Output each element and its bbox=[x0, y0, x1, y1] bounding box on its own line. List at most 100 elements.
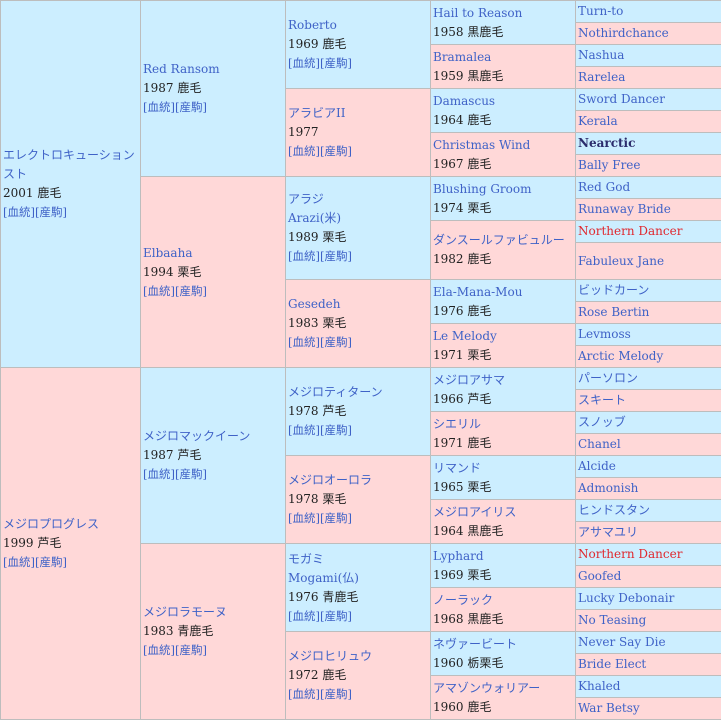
year-color: 1969 栗毛 bbox=[433, 566, 573, 585]
horse-link-gen5[interactable]: Northern Dancer bbox=[578, 222, 719, 241]
pedigree-links: [血統][産駒] bbox=[143, 282, 283, 301]
pedigree-link[interactable]: [血統] bbox=[288, 335, 320, 349]
progeny-link[interactable]: [産駒] bbox=[320, 144, 352, 158]
progeny-link[interactable]: [産駒] bbox=[35, 555, 67, 569]
horse-link-gen3[interactable]: メジロオーロラ bbox=[288, 471, 428, 490]
horse-link-gen5[interactable]: Turn-to bbox=[578, 2, 719, 21]
horse-link-gen3[interactable]: アラジ bbox=[288, 190, 428, 209]
horse-link-gen5[interactable]: Fabuleux Jane bbox=[578, 252, 719, 271]
pedigree-link[interactable]: [血統] bbox=[288, 609, 320, 623]
progeny-link[interactable]: [産駒] bbox=[320, 511, 352, 525]
horse-link-gen4[interactable]: ダンスールファビュルー bbox=[433, 231, 573, 250]
horse-link-gen5[interactable]: Arctic Melody bbox=[578, 347, 719, 366]
progeny-link[interactable]: [産駒] bbox=[175, 100, 207, 114]
horse-link-gen3[interactable]: Gesedeh bbox=[288, 295, 428, 314]
pedigree-link[interactable]: [血統] bbox=[288, 511, 320, 525]
horse-link-gen5[interactable]: Rose Bertin bbox=[578, 303, 719, 322]
horse-link-gen4[interactable]: Le Melody bbox=[433, 327, 573, 346]
horse-link-gen5[interactable]: Sword Dancer bbox=[578, 90, 719, 109]
horse-link-sss[interactable]: Roberto bbox=[288, 16, 428, 35]
gen4-cell: Ela-Mana-Mou 1976 鹿毛 bbox=[431, 280, 576, 324]
horse-link-ssss[interactable]: Hail to Reason bbox=[433, 4, 573, 23]
horse-link-gen4[interactable]: Ela-Mana-Mou bbox=[433, 283, 573, 302]
horse-link-gen4[interactable]: リマンド bbox=[433, 459, 573, 478]
pedigree-link[interactable]: [血統] bbox=[143, 100, 175, 114]
progeny-link[interactable]: [産駒] bbox=[35, 205, 67, 219]
horse-link-gen3[interactable]: アラビアII bbox=[288, 104, 428, 123]
horse-link-gen5[interactable]: Goofed bbox=[578, 567, 719, 586]
horse-link-sire[interactable]: エレクトロキューションスト bbox=[3, 146, 138, 184]
horse-link-gen5[interactable]: Nothirdchance bbox=[578, 24, 719, 43]
horse-link-gen5[interactable]: Nearctic bbox=[578, 134, 719, 153]
progeny-link[interactable]: [産駒] bbox=[320, 687, 352, 701]
pedigree-link[interactable]: [血統] bbox=[288, 249, 320, 263]
horse-link-ds[interactable]: メジロマックイーン bbox=[143, 427, 283, 446]
horse-link-gen5[interactable]: Admonish bbox=[578, 479, 719, 498]
progeny-link[interactable]: [産駒] bbox=[320, 335, 352, 349]
horse-alt-name-link[interactable]: Mogami(仏) bbox=[288, 569, 428, 588]
horse-link-ss[interactable]: Red Ransom bbox=[143, 60, 283, 79]
pedigree-link[interactable]: [血統] bbox=[143, 643, 175, 657]
horse-link-gen3[interactable]: メジロティターン bbox=[288, 383, 428, 402]
progeny-link[interactable]: [産駒] bbox=[175, 643, 207, 657]
progeny-link[interactable]: [産駒] bbox=[175, 284, 207, 298]
gen5-cell: Nothirdchance bbox=[576, 23, 721, 45]
horse-link-gen5[interactable]: Alcide bbox=[578, 457, 719, 476]
horse-link-gen5[interactable]: パーソロン bbox=[578, 369, 719, 388]
horse-link-gen5[interactable]: ヒンドスタン bbox=[578, 501, 719, 520]
pedigree-link[interactable]: [血統] bbox=[288, 56, 320, 70]
ss-cell: Red Ransom 1987 鹿毛 [血統][産駒] bbox=[141, 1, 286, 177]
horse-link-gen5[interactable]: Bally Free bbox=[578, 156, 719, 175]
pedigree-link[interactable]: [血統] bbox=[143, 284, 175, 298]
horse-link-dam[interactable]: メジロプログレス bbox=[3, 515, 138, 534]
horse-link-gen5[interactable]: ビッドカーン bbox=[578, 281, 719, 300]
horse-link-sd[interactable]: Elbaaha bbox=[143, 244, 283, 263]
horse-alt-name-link[interactable]: Arazi(米) bbox=[288, 209, 428, 228]
sdd-cell: Gesedeh 1983 栗毛 [血統][産駒] bbox=[286, 280, 431, 368]
progeny-link[interactable]: [産駒] bbox=[320, 609, 352, 623]
horse-link-gen5[interactable]: Red God bbox=[578, 178, 719, 197]
horse-link-gen4[interactable]: Christmas Wind bbox=[433, 136, 573, 155]
horse-link-gen5[interactable]: スキート bbox=[578, 391, 719, 410]
pedigree-link[interactable]: [血統] bbox=[3, 205, 35, 219]
horse-link-gen4[interactable]: Bramalea bbox=[433, 48, 573, 67]
pedigree-link[interactable]: [血統] bbox=[143, 467, 175, 481]
horse-link-gen5[interactable]: Bride Elect bbox=[578, 655, 719, 674]
gen5-cell: Northern Dancer bbox=[576, 544, 721, 566]
progeny-link[interactable]: [産駒] bbox=[175, 467, 207, 481]
horse-link-gen5[interactable]: Kerala bbox=[578, 112, 719, 131]
horse-link-gen4[interactable]: メジロアサマ bbox=[433, 371, 573, 390]
horse-link-gen3[interactable]: メジロヒリュウ bbox=[288, 647, 428, 666]
pedigree-link[interactable]: [血統] bbox=[288, 423, 320, 437]
horse-link-gen4[interactable]: アマゾンウォリアー bbox=[433, 679, 573, 698]
horse-link-gen5[interactable]: Nashua bbox=[578, 46, 719, 65]
horse-link-gen5[interactable]: Chanel bbox=[578, 435, 719, 454]
gen5-cell: Levmoss bbox=[576, 324, 721, 346]
horse-link-gen4[interactable]: Lyphard bbox=[433, 547, 573, 566]
progeny-link[interactable]: [産駒] bbox=[320, 423, 352, 437]
pedigree-link[interactable]: [血統] bbox=[288, 687, 320, 701]
progeny-link[interactable]: [産駒] bbox=[320, 249, 352, 263]
horse-link-gen5[interactable]: スノッブ bbox=[578, 413, 719, 432]
pedigree-link[interactable]: [血統] bbox=[288, 144, 320, 158]
horse-link-gen4[interactable]: ノーラック bbox=[433, 591, 573, 610]
horse-link-gen5[interactable]: Northern Dancer bbox=[578, 545, 719, 564]
pedigree-link[interactable]: [血統] bbox=[3, 555, 35, 569]
horse-link-gen4[interactable]: シエリル bbox=[433, 415, 573, 434]
horse-link-gen5[interactable]: War Betsy bbox=[578, 699, 719, 718]
horse-link-gen4[interactable]: Blushing Groom bbox=[433, 180, 573, 199]
horse-link-gen4[interactable]: Damascus bbox=[433, 92, 573, 111]
horse-link-gen4[interactable]: メジロアイリス bbox=[433, 503, 573, 522]
horse-link-gen5[interactable]: アサマユリ bbox=[578, 523, 719, 542]
horse-link-gen5[interactable]: Never Say Die bbox=[578, 633, 719, 652]
horse-link-gen4[interactable]: ネヴァービート bbox=[433, 635, 573, 654]
horse-link-gen3[interactable]: モガミ bbox=[288, 550, 428, 569]
horse-link-gen5[interactable]: Levmoss bbox=[578, 325, 719, 344]
horse-link-gen5[interactable]: Rarelea bbox=[578, 68, 719, 87]
horse-link-gen5[interactable]: Runaway Bride bbox=[578, 200, 719, 219]
gen4-cell: ネヴァービート 1960 栃栗毛 bbox=[431, 632, 576, 676]
horse-link-dd[interactable]: メジロラモーヌ bbox=[143, 603, 283, 622]
horse-link-gen5[interactable]: No Teasing bbox=[578, 611, 719, 630]
progeny-link[interactable]: [産駒] bbox=[320, 56, 352, 70]
horse-link-gen5[interactable]: Lucky Debonair bbox=[578, 589, 719, 608]
